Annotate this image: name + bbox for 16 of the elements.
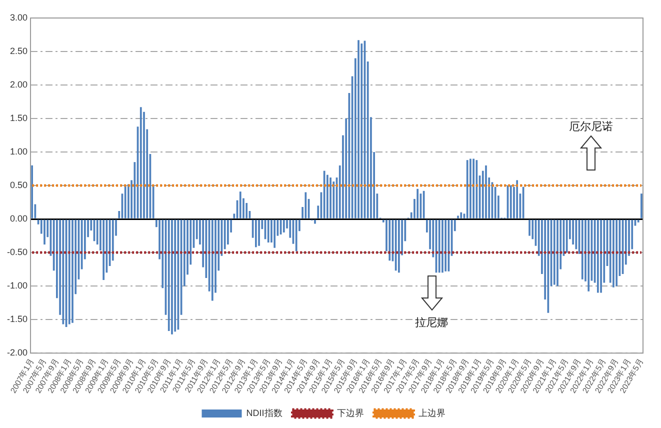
- y-tick-label: 0.50: [10, 180, 28, 190]
- annotation: 厄尔尼诺: [568, 118, 613, 134]
- y-tick-label: -1.50: [7, 314, 28, 324]
- legend-label: 上边界: [418, 408, 446, 418]
- y-tick-label: 3.00: [10, 12, 28, 22]
- y-tick-label: -2.00: [7, 348, 28, 358]
- y-tick-label: -1.00: [7, 280, 28, 291]
- y-tick-label: 0.00: [10, 214, 28, 224]
- y-tick-label: 2.00: [10, 80, 28, 90]
- annotation: 拉尼娜: [415, 314, 448, 330]
- y-tick-label: 2.50: [10, 46, 28, 56]
- y-tick-label: 1.50: [10, 113, 28, 124]
- y-tick-label: -0.50: [7, 247, 28, 258]
- y-tick-label: 1.00: [10, 146, 28, 157]
- legend-label: NDII指数: [246, 408, 282, 418]
- legend-label: 下边界: [336, 408, 364, 418]
